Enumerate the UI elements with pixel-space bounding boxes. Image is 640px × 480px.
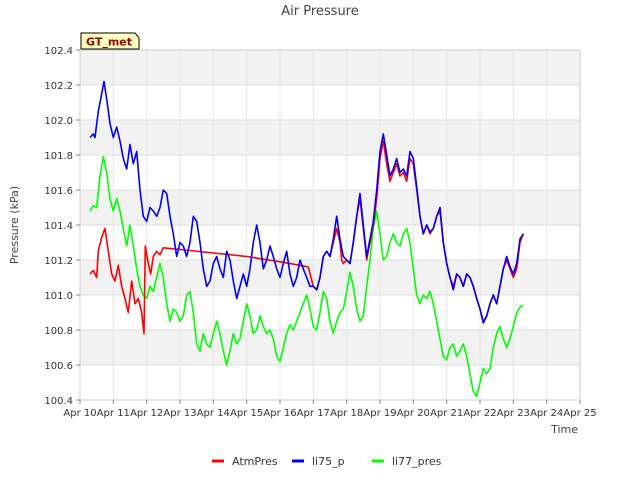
plot-band <box>80 190 580 225</box>
x-tick-label: Apr 24 <box>530 408 563 419</box>
gt-met-badge: GT_met <box>80 32 140 50</box>
series-line-li77-pres <box>89 155 524 398</box>
badge-box <box>80 32 140 50</box>
series-line-li75-p <box>89 80 524 324</box>
x-tick-label: Apr 20 <box>397 408 430 419</box>
chart-title: Air Pressure <box>281 4 359 19</box>
y-tick-label: 100.6 <box>44 361 73 372</box>
x-tick-label: Apr 16 <box>263 408 296 419</box>
plot-band <box>80 50 580 85</box>
x-tick-label: Apr 10 <box>63 408 96 419</box>
y-tick-label: 101.8 <box>44 151 73 162</box>
y-tick-label: 102.0 <box>44 116 73 127</box>
y-tick-label: 100.8 <box>44 326 73 337</box>
y-tick-label: 101.0 <box>44 291 73 302</box>
plot-band <box>80 330 580 365</box>
plot-band <box>80 120 580 155</box>
y-tick-label: 101.2 <box>44 256 73 267</box>
x-tick-label: Apr 14 <box>197 408 230 419</box>
legend-label: AtmPres <box>232 455 278 468</box>
badge-label: GT_met <box>86 36 132 49</box>
y-tick-label: 101.6 <box>44 186 73 197</box>
x-tick-label: Apr 25 <box>563 408 596 419</box>
x-tick-label: Apr 12 <box>130 408 163 419</box>
series-lines <box>89 80 525 398</box>
legend-label: li75_p <box>312 455 345 468</box>
x-tick-label: Apr 23 <box>497 408 530 419</box>
x-tick-label: Apr 22 <box>463 408 496 419</box>
x-tick-label: Apr 19 <box>363 408 396 419</box>
y-axis-label: Pressure (kPa) <box>8 186 21 264</box>
y-tick-label: 102.4 <box>44 46 73 57</box>
plot-band <box>80 365 580 400</box>
x-axis-ticks: Apr 10 Apr 11 Apr 12 Apr 13 Apr 14 Apr 15 Apr … <box>63 400 597 419</box>
x-tick-label: Apr 13 <box>163 408 196 419</box>
y-tick-label: 100.4 <box>44 396 73 407</box>
x-tick-label: Apr 21 <box>430 408 463 419</box>
plot-band <box>80 295 580 330</box>
legend-label: li77_pres <box>392 455 442 468</box>
x-axis-label: Time <box>550 423 578 436</box>
x-tick-label: Apr 17 <box>297 408 330 419</box>
x-tick-label: Apr 11 <box>97 408 130 419</box>
x-tick-label: Apr 18 <box>330 408 363 419</box>
x-tick-label: Apr 15 <box>230 408 263 419</box>
y-tick-label: 101.4 <box>44 221 73 232</box>
y-axis-ticks: 100.4 100.6 100.8 101.0 101.2 101.4 101.6 101.8… <box>44 46 80 407</box>
y-tick-label: 102.2 <box>44 81 73 92</box>
legend: AtmPres li75_p li77_pres <box>212 455 442 468</box>
plot-band <box>80 155 580 190</box>
plot-band <box>80 85 580 120</box>
